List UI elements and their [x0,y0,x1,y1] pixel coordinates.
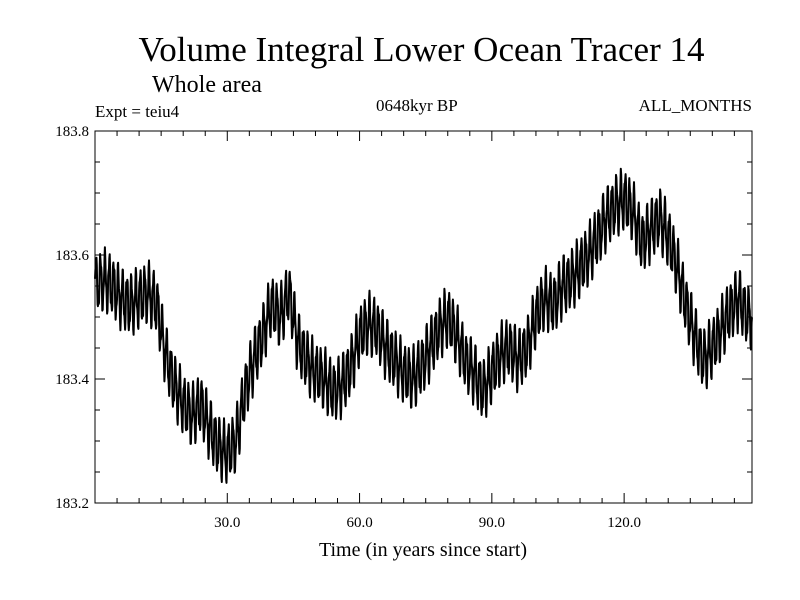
x-tick-label: 60.0 [346,515,372,531]
series-line-tracer-14 [94,167,753,484]
months-label: ALL_MONTHS [638,96,752,115]
x-tick-label: 30.0 [214,515,240,531]
period-label: 0648kyr BP [376,96,458,115]
y-tick-label: 183.8 [55,124,89,140]
y-tick-label: 183.2 [55,496,89,512]
experiment-label: Expt = teiu4 [95,102,180,121]
plot-frame [94,130,753,504]
chart-title: Volume Integral Lower Ocean Tracer 14 [138,30,705,69]
y-tick-label: 183.4 [55,372,89,388]
y-tick-label: 183.6 [55,248,89,264]
x-axis-label: Time (in years since start) [319,539,527,561]
chart-subtitle: Whole area [152,72,262,98]
x-tick-label: 120.0 [607,515,641,531]
x-tick-label: 90.0 [479,515,505,531]
